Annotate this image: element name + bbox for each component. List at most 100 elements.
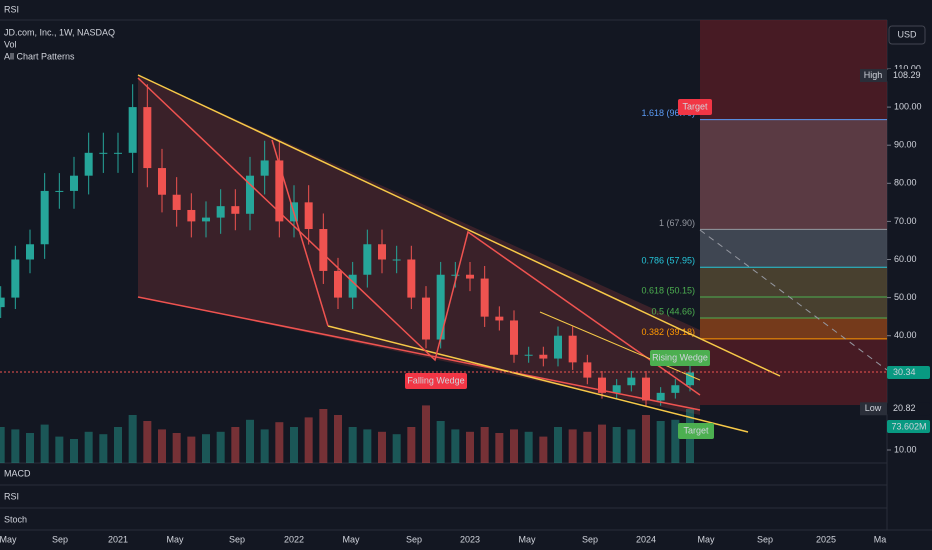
- target-tag: [678, 99, 712, 115]
- volume-bar: [378, 431, 386, 463]
- currency-button[interactable]: [888, 25, 926, 45]
- candle: [99, 152, 108, 154]
- volume-value: 73.602M: [891, 421, 926, 431]
- volume-bar: [290, 427, 298, 463]
- candle: [172, 194, 181, 210]
- pattern-tag: [405, 373, 467, 389]
- volume-bar: [187, 436, 196, 463]
- candle: [55, 190, 64, 192]
- low-name-tag: [860, 402, 887, 416]
- volume-bar: [70, 439, 78, 463]
- time-label: May: [166, 534, 184, 544]
- fib-band: [700, 229, 887, 268]
- candle: [378, 244, 386, 260]
- candle: [568, 335, 577, 363]
- volume-bar: [319, 409, 328, 463]
- time-label: May: [518, 534, 536, 544]
- candle: [363, 244, 372, 275]
- volume-bar: [510, 429, 518, 463]
- volume-bar: [583, 431, 592, 463]
- target-label: Target: [682, 101, 708, 111]
- price-tick-label: 50.00: [894, 292, 917, 302]
- time-label: 2023: [460, 534, 480, 544]
- volume-bar: [99, 434, 108, 463]
- time-label: May: [0, 534, 17, 544]
- candle: [348, 274, 357, 298]
- candle: [451, 274, 460, 276]
- time-label: May: [342, 534, 360, 544]
- currency[interactable]: USD: [897, 29, 917, 39]
- volume-bar: [275, 422, 284, 463]
- volume-bar: [612, 427, 621, 463]
- volume-bar: [451, 429, 460, 463]
- candle: [84, 152, 93, 176]
- candle: [407, 259, 416, 298]
- volume-bar: [246, 419, 254, 463]
- candle: [202, 217, 210, 222]
- time-label: 2025: [816, 534, 836, 544]
- candle: [319, 229, 328, 271]
- time-label: May: [697, 534, 715, 544]
- candle: [187, 209, 196, 222]
- volume-bar: [436, 421, 445, 463]
- volume-bar: [84, 431, 93, 463]
- candle: [598, 377, 606, 393]
- candle: [686, 372, 694, 386]
- volume-bar: [598, 424, 606, 463]
- volume-bar: [480, 427, 489, 463]
- volume-bar: [392, 434, 401, 463]
- time-axis: May Sep 2021 May Sep 2022 May Sep 2023 May Sep 2024…: [0, 534, 886, 544]
- fib-label: 0.5 (44.66): [651, 306, 695, 316]
- candle: [656, 392, 665, 401]
- projection-line: [699, 229, 888, 371]
- volume-bar: [26, 433, 34, 463]
- volume-bar: [524, 431, 533, 463]
- pattern-label: Falling Wedge: [407, 375, 464, 385]
- volume-bar: [260, 429, 269, 463]
- candle: [392, 259, 401, 261]
- candle: [466, 274, 474, 279]
- candle: [671, 385, 680, 393]
- candle: [583, 362, 592, 378]
- high-value: 108.29: [893, 70, 921, 80]
- price-tick-label: 40.00: [894, 330, 917, 340]
- volume-bar: [539, 436, 548, 463]
- volume-bar: [231, 427, 240, 463]
- pane-label: RSI: [4, 491, 19, 501]
- volume-bar: [216, 431, 225, 463]
- volume-bar: [304, 417, 313, 463]
- high-name-tag: [860, 69, 887, 83]
- pattern-tag: [650, 350, 710, 366]
- low-value: 20.82: [893, 403, 916, 413]
- price-axis: 10.0020.0030.0040.0050.0060.0070.0080.00…: [860, 63, 930, 454]
- volume-bar: [656, 421, 665, 463]
- candle: [260, 160, 269, 176]
- volume-bar: [0, 427, 5, 463]
- volume-bar: [348, 427, 357, 463]
- symbol: JD.com, Inc., 1W, NASDAQ: [4, 27, 115, 37]
- volume-bar: [554, 427, 562, 463]
- candle: [216, 206, 225, 218]
- fib-label: 0.382 (39.18): [641, 327, 695, 337]
- candle: [304, 202, 313, 230]
- time-label: Ma: [874, 534, 887, 544]
- candle: [231, 206, 240, 214]
- lower-trendline: [137, 296, 701, 411]
- target-label: Target: [683, 425, 709, 435]
- candle: [143, 107, 152, 169]
- pattern-line: [271, 139, 329, 327]
- last-value: 30.34: [893, 367, 916, 377]
- candle: [554, 335, 562, 359]
- volume-bar: [11, 429, 20, 463]
- candle: [40, 190, 49, 245]
- fib-label: 1.618 (96.70): [641, 108, 695, 118]
- time-label: Sep: [757, 534, 773, 544]
- volume-bar: [495, 433, 504, 463]
- volume-bar: [466, 431, 474, 463]
- pattern-line: [137, 77, 701, 396]
- candle: [627, 377, 636, 386]
- volume-group: [0, 405, 694, 463]
- pane-label: RSI: [4, 4, 19, 14]
- time-label: Sep: [52, 534, 68, 544]
- candles-group: [0, 84, 694, 406]
